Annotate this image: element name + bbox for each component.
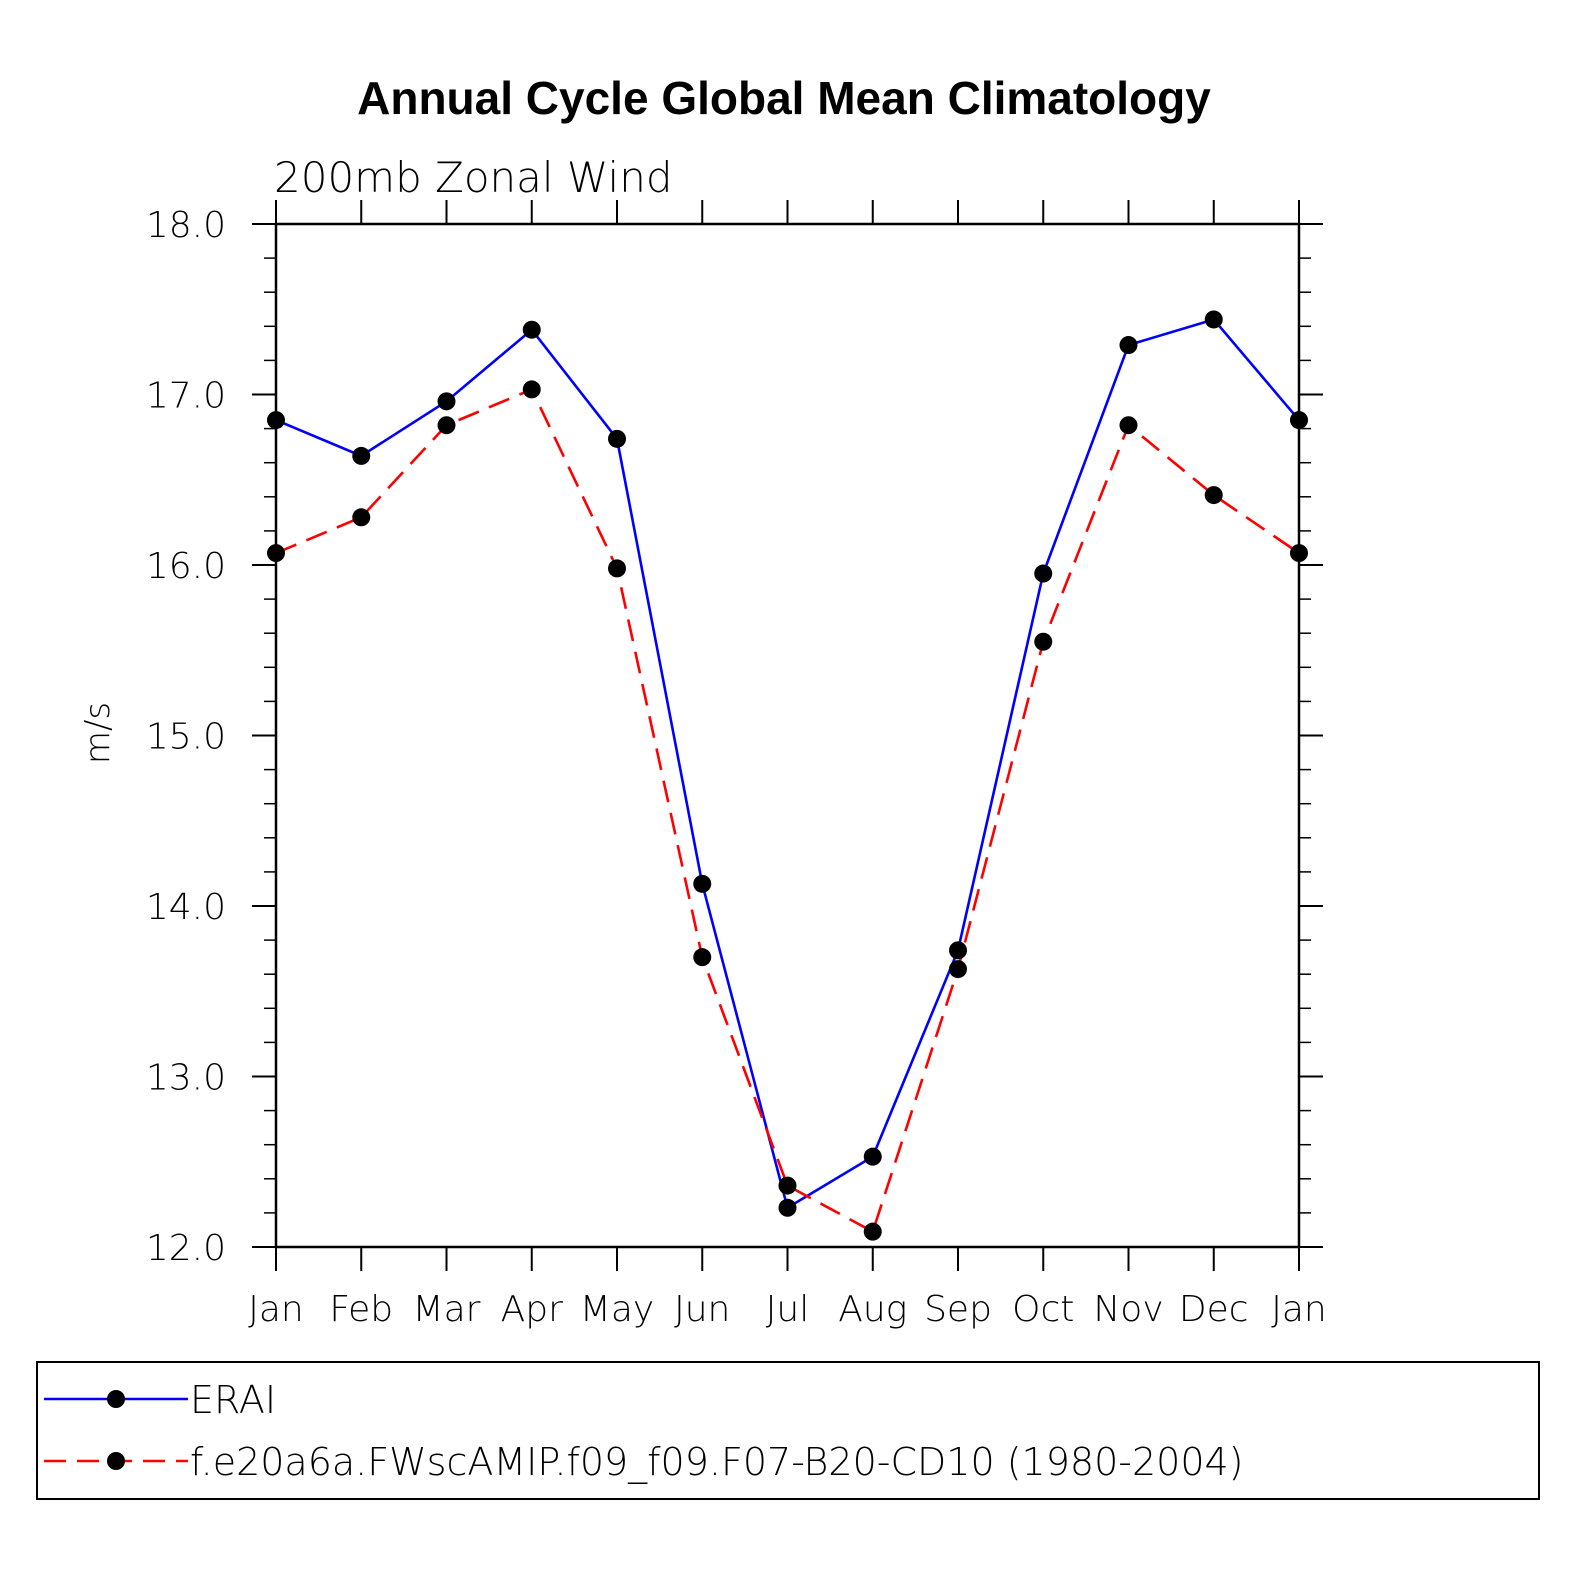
y-tick-label: 13.0 xyxy=(146,1058,226,1099)
legend-label-0: ERAI xyxy=(190,1378,276,1422)
data-point-series-0 xyxy=(863,1147,882,1166)
data-point-series-0 xyxy=(352,446,371,465)
data-point-series-1 xyxy=(608,559,626,578)
data-point-series-1 xyxy=(352,508,371,527)
x-tick-label: Jan xyxy=(248,1289,304,1330)
legend-label-1: f.e20a6a.FWscAMIP.f09_f09.F07-B20-CD10 (… xyxy=(190,1440,1244,1485)
data-point-series-1 xyxy=(1290,544,1308,563)
x-tick-label: Dec xyxy=(1179,1289,1249,1330)
data-point-series-1 xyxy=(1119,416,1138,435)
legend-box xyxy=(36,1361,1540,1500)
data-point-series-1 xyxy=(437,416,456,435)
data-point-series-0 xyxy=(1204,310,1223,329)
plot-frame xyxy=(274,222,1301,1249)
y-tick-label: 12.0 xyxy=(146,1228,226,1269)
chart-title: Annual Cycle Global Mean Climatology xyxy=(357,72,1211,124)
data-point-series-0 xyxy=(608,429,626,448)
x-tick-label: Sep xyxy=(924,1289,992,1330)
axes: Jan Feb Mar Apr May Jun Jul Aug Sep Oct Nov Dec Jan 1… xyxy=(146,200,1327,1330)
data-point-series-0 xyxy=(1119,336,1138,355)
data-point-series-1 xyxy=(778,1176,797,1195)
data-point-series-1 xyxy=(949,960,967,979)
x-tick-label: Aug xyxy=(838,1289,907,1330)
data-point-series-0 xyxy=(778,1198,797,1217)
data-point-series-1 xyxy=(863,1222,882,1241)
x-tick-label: Jan xyxy=(1271,1289,1327,1330)
series-layer xyxy=(267,310,1308,1241)
chart-subtitle: 200mb Zonal Wind xyxy=(274,153,673,202)
x-tick-label: Nov xyxy=(1093,1289,1163,1330)
x-tick-label: Apr xyxy=(501,1289,563,1330)
data-point-series-0 xyxy=(437,392,456,411)
data-point-series-1 xyxy=(522,380,541,399)
y-axis-label: m/s xyxy=(78,702,118,764)
data-point-series-0 xyxy=(267,411,285,430)
data-point-series-0 xyxy=(1290,411,1308,430)
data-point-series-0 xyxy=(693,874,712,893)
legend-marker-1 xyxy=(107,1452,125,1470)
x-tick-label: May xyxy=(580,1289,654,1330)
y-tick-label: 16.0 xyxy=(146,546,226,587)
x-tick-label: Feb xyxy=(329,1289,393,1330)
data-point-series-0 xyxy=(1034,564,1053,583)
data-point-series-1 xyxy=(267,544,285,563)
x-tick-label: Jun xyxy=(674,1289,730,1330)
legend: ERAI f.e20a6a.FWscAMIP.f09_f09.F07-B20-CD… xyxy=(44,1378,1244,1485)
data-point-series-0 xyxy=(949,941,967,960)
data-point-series-0 xyxy=(522,320,541,339)
series-line-1 xyxy=(275,387,1300,1234)
legend-marker-0 xyxy=(107,1390,125,1408)
data-point-series-1 xyxy=(1034,632,1053,651)
series-line-0 xyxy=(275,317,1300,1210)
data-point-series-1 xyxy=(693,948,712,967)
x-tick-label: Mar xyxy=(413,1289,481,1330)
y-tick-label: 15.0 xyxy=(146,717,226,758)
x-tick-label: Jul xyxy=(766,1289,809,1330)
y-tick-label: 18.0 xyxy=(146,205,226,246)
x-tick-label: Oct xyxy=(1012,1289,1074,1330)
y-tick-label: 17.0 xyxy=(146,376,226,417)
data-point-series-1 xyxy=(1204,486,1223,505)
y-tick-label: 14.0 xyxy=(146,887,226,928)
